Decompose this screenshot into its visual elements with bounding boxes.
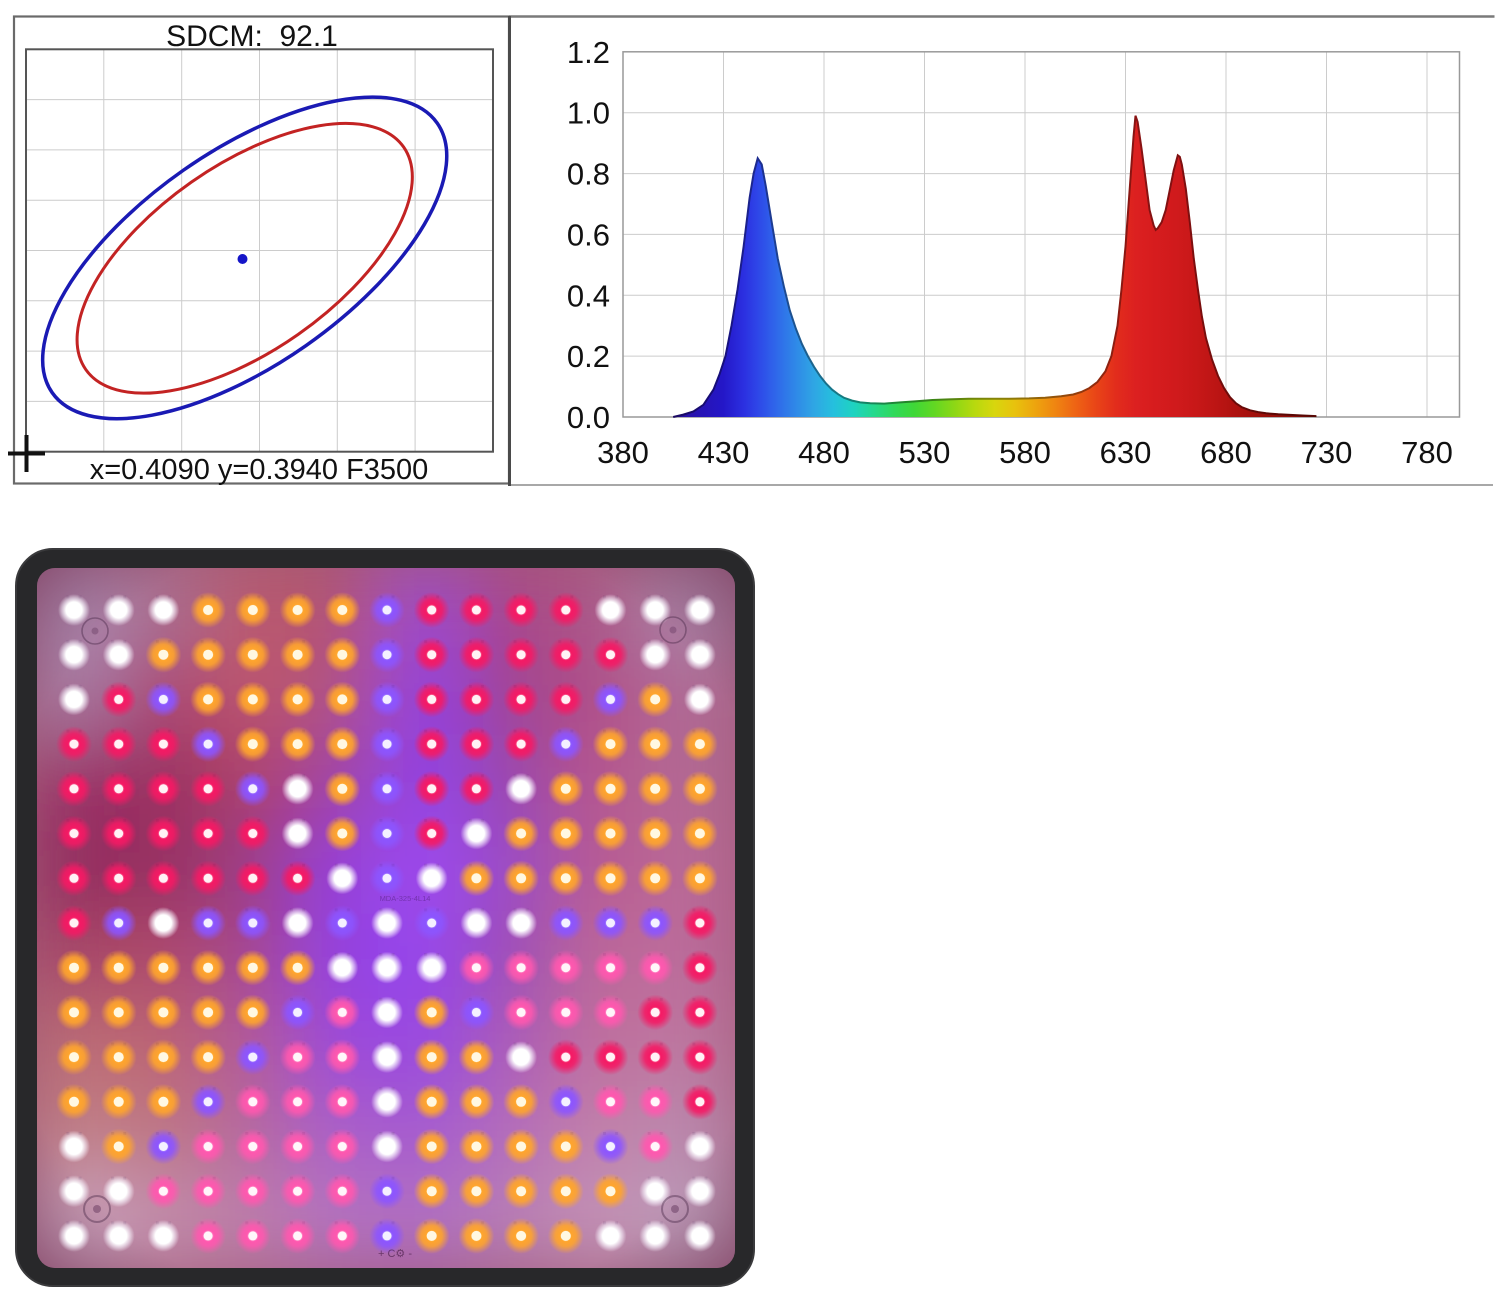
svg-text:0.8: 0.8 [567, 157, 610, 192]
svg-text:530: 530 [899, 435, 951, 470]
svg-text:x=0.4090 y=0.3940 F3500: x=0.4090 y=0.3940 F3500 [90, 454, 429, 486]
svg-text:0.2: 0.2 [567, 339, 610, 374]
svg-text:SDCM: 92.1: SDCM: 92.1 [166, 20, 338, 53]
svg-text:680: 680 [1200, 435, 1252, 470]
svg-text:0.4: 0.4 [567, 278, 610, 313]
svg-text:0.0: 0.0 [567, 400, 610, 435]
svg-text:480: 480 [798, 435, 850, 470]
svg-text:630: 630 [1100, 435, 1152, 470]
svg-text:1.0: 1.0 [567, 96, 610, 131]
svg-text:MDA-325-4L14: MDA-325-4L14 [380, 894, 431, 903]
svg-text:1.2: 1.2 [567, 35, 610, 70]
svg-text:+ C⚙ -: + C⚙ - [378, 1248, 412, 1260]
svg-text:780: 780 [1401, 435, 1453, 470]
svg-text:580: 580 [999, 435, 1051, 470]
svg-text:380: 380 [597, 435, 649, 470]
svg-text:730: 730 [1301, 435, 1353, 470]
svg-text:0.6: 0.6 [567, 217, 610, 252]
svg-text:430: 430 [698, 435, 750, 470]
